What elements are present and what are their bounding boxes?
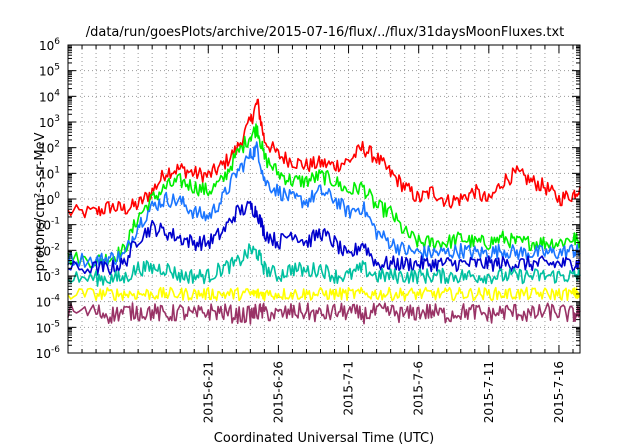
series-line-6 <box>67 286 581 302</box>
x-tick-labels: 2015-6-21 2015-6-26 2015-7-1 2015-7-6 2015-7… <box>201 361 566 423</box>
chart-title: /data/run/goesPlots/archive/2015-07-16/f… <box>86 25 565 40</box>
y-tick-label: 10-2 <box>36 242 60 258</box>
y-tick-label: 10-1 <box>36 217 60 233</box>
y-tick-label: 10-6 <box>36 345 61 361</box>
y-tick-label: 106 <box>39 37 60 53</box>
series-line-2 <box>67 123 581 269</box>
y-tick-label: 10-5 <box>36 319 60 335</box>
y-tick-label: 10-3 <box>36 268 60 284</box>
series-line-7 <box>67 302 581 325</box>
x-tick-label: 2015-6-26 <box>271 361 285 423</box>
y-tick-label: 105 <box>39 63 60 79</box>
y-tick-labels: 10-6 10-5 10-4 10-3 10-2 10-1 100 101 102 103 104 1… <box>36 37 61 361</box>
x-tick-label: 2015-7-16 <box>552 361 566 423</box>
x-tick-label: 2015-6-21 <box>201 361 215 423</box>
axis-ticks <box>68 44 580 354</box>
y-tick-label: 102 <box>39 140 60 156</box>
series-line-1 <box>67 98 581 219</box>
grid <box>68 45 580 353</box>
x-axis-label: Coordinated Universal Time (UTC) <box>214 431 434 446</box>
y-tick-label: 104 <box>39 88 60 104</box>
x-tick-label: 2015-7-11 <box>482 361 496 423</box>
y-tick-label: 10-4 <box>36 294 61 310</box>
series-lines <box>67 98 581 325</box>
y-axis-label: protons/cm²-s-sr-MeV <box>33 132 48 271</box>
x-tick-label: 2015-7-1 <box>342 361 356 415</box>
y-tick-label: 103 <box>39 114 60 130</box>
series-line-3 <box>67 141 581 268</box>
y-tick-label: 100 <box>39 191 60 207</box>
series-line-5 <box>67 243 581 287</box>
y-tick-label: 101 <box>39 165 60 181</box>
x-tick-label: 2015-7-6 <box>412 361 426 415</box>
